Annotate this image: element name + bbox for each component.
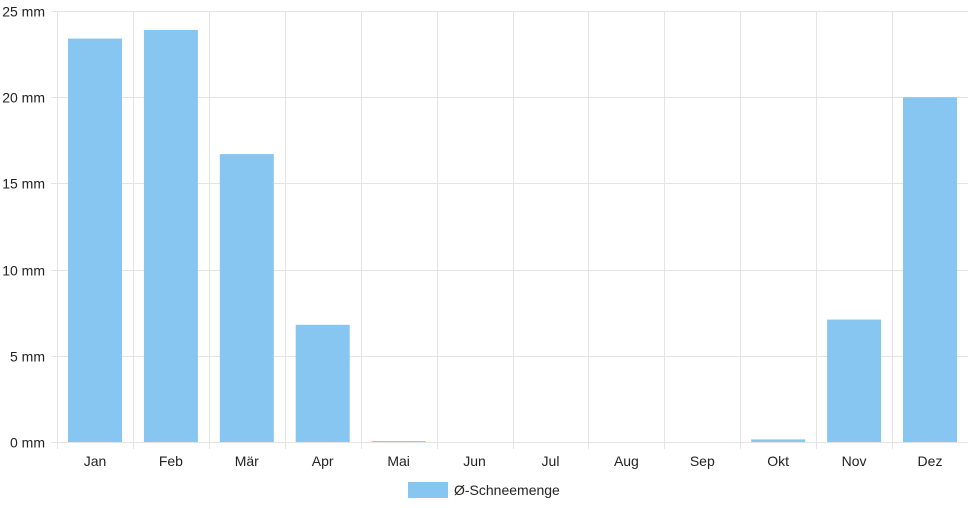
x-tick-label: Dez xyxy=(918,453,943,469)
x-tick-label: Sep xyxy=(690,453,715,469)
x-tick-label: Mär xyxy=(235,453,259,469)
x-tick-label: Feb xyxy=(159,453,183,469)
legend-label: Ø-Schneemenge xyxy=(454,482,560,498)
bar-okt[interactable] xyxy=(751,439,806,442)
y-tick-label: 25 mm xyxy=(2,4,45,20)
bar-jan[interactable] xyxy=(68,38,122,442)
x-tick-label: Jun xyxy=(463,453,486,469)
legend-swatch xyxy=(408,482,448,498)
bar-nov[interactable] xyxy=(827,319,882,442)
x-tick-label: Mai xyxy=(387,453,410,469)
bar-mär[interactable] xyxy=(219,154,274,442)
bar-dez[interactable] xyxy=(903,97,957,442)
y-tick-label: 5 mm xyxy=(10,349,45,365)
legend[interactable]: Ø-Schneemenge xyxy=(408,482,560,498)
x-axis-ticks: Jan Feb Mär Apr Mai Jun Jul Aug Sep Okt Nov Dez xyxy=(84,453,943,469)
y-tick-label: 0 mm xyxy=(10,435,45,451)
y-axis-ticks: 0 mm 5 mm 10 mm 15 mm 20 mm 25 mm xyxy=(2,4,45,451)
bar-feb[interactable] xyxy=(143,30,198,442)
y-tick-label: 20 mm xyxy=(2,90,45,106)
x-tick-label: Apr xyxy=(312,453,334,469)
x-tick-label: Aug xyxy=(614,453,639,469)
x-tick-label: Nov xyxy=(842,453,867,469)
grid-lines xyxy=(51,11,968,449)
x-tick-label: Jul xyxy=(542,453,560,469)
y-tick-label: 15 mm xyxy=(2,176,45,192)
x-tick-label: Okt xyxy=(767,453,789,469)
bars xyxy=(68,30,957,442)
x-tick-label: Jan xyxy=(84,453,107,469)
bar-mai[interactable] xyxy=(371,441,426,442)
bar-apr[interactable] xyxy=(295,324,350,442)
y-tick-label: 10 mm xyxy=(2,263,45,279)
